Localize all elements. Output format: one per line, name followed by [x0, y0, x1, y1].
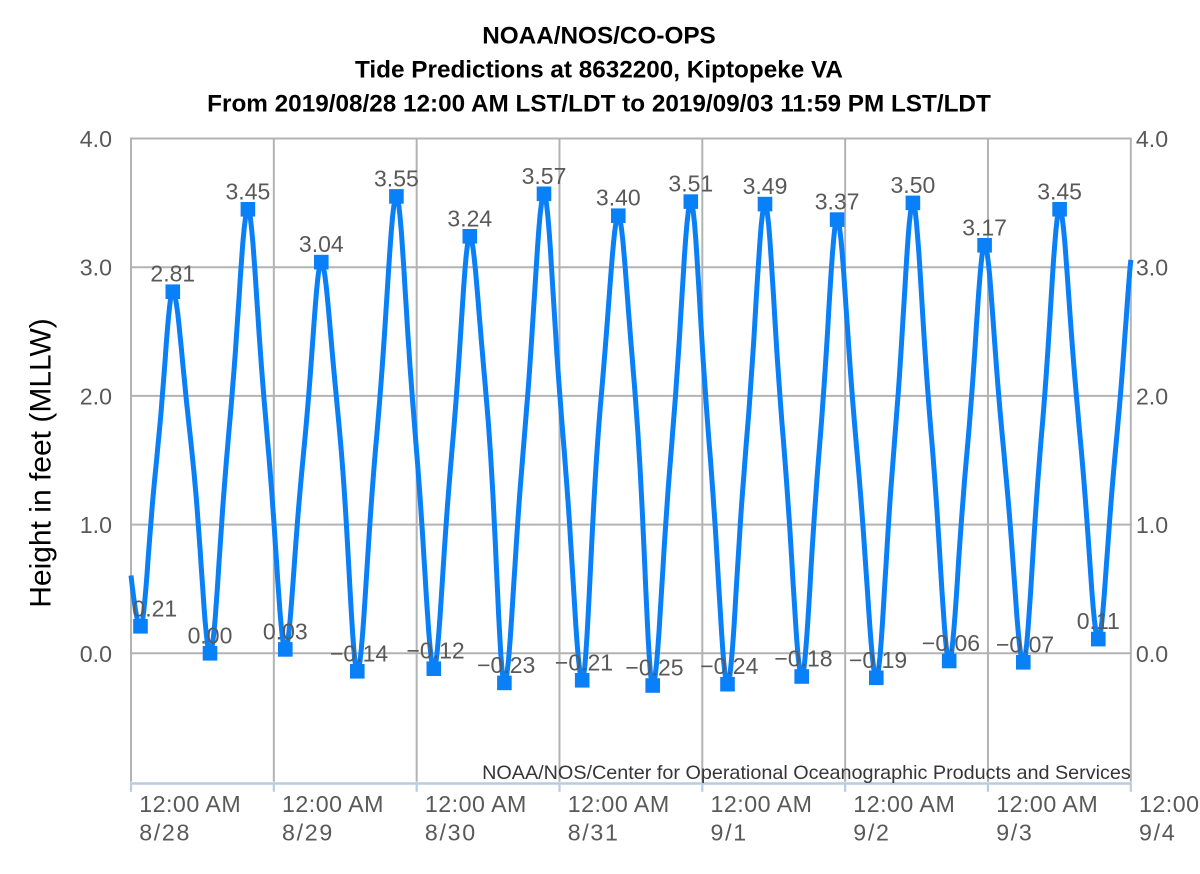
svg-text:−0.21: −0.21: [555, 649, 613, 675]
svg-text:12:00 AM: 12:00 AM: [711, 791, 813, 817]
svg-text:3.37: 3.37: [815, 189, 860, 215]
svg-text:0.0: 0.0: [1136, 641, 1168, 667]
svg-text:−0.07: −0.07: [996, 631, 1054, 657]
svg-text:3.57: 3.57: [522, 163, 567, 189]
svg-text:0.11: 0.11: [1077, 608, 1120, 634]
svg-text:0.00: 0.00: [188, 622, 233, 648]
svg-text:3.24: 3.24: [447, 205, 492, 231]
svg-text:−0.12: −0.12: [406, 638, 464, 664]
svg-text:−0.24: −0.24: [700, 653, 758, 679]
svg-text:8/30: 8/30: [425, 820, 477, 846]
svg-text:2.0: 2.0: [1136, 383, 1168, 409]
svg-text:NOAA/NOS/Center for Operationa: NOAA/NOS/Center for Operational Oceanogr…: [482, 762, 1131, 784]
svg-text:−0.06: −0.06: [922, 630, 980, 656]
svg-text:4.0: 4.0: [1136, 126, 1168, 152]
svg-text:12:00 AM: 12:00 AM: [1139, 791, 1200, 817]
svg-text:3.50: 3.50: [891, 172, 936, 198]
svg-text:−0.19: −0.19: [849, 647, 907, 673]
svg-text:12:00 AM: 12:00 AM: [996, 791, 1098, 817]
svg-text:2.81: 2.81: [150, 261, 195, 287]
svg-text:−0.23: −0.23: [477, 652, 535, 678]
svg-text:0.21: 0.21: [132, 595, 177, 621]
svg-text:4.0: 4.0: [80, 126, 112, 152]
svg-text:9/4: 9/4: [1139, 820, 1176, 846]
svg-text:3.17: 3.17: [962, 214, 1007, 240]
svg-text:3.49: 3.49: [743, 173, 788, 199]
svg-text:9/3: 9/3: [996, 820, 1033, 846]
svg-text:3.0: 3.0: [1136, 255, 1168, 281]
svg-text:NOAA/NOS/CO-OPS: NOAA/NOS/CO-OPS: [482, 23, 716, 50]
svg-text:3.55: 3.55: [374, 165, 419, 191]
svg-text:−0.25: −0.25: [625, 655, 683, 681]
svg-text:Height in feet (MLLW): Height in feet (MLLW): [25, 318, 58, 608]
svg-text:12:00 AM: 12:00 AM: [282, 791, 384, 817]
svg-text:0.03: 0.03: [263, 618, 308, 644]
svg-text:1.0: 1.0: [80, 512, 112, 538]
svg-text:3.45: 3.45: [1037, 178, 1082, 204]
svg-text:12:00 AM: 12:00 AM: [568, 791, 670, 817]
svg-text:8/28: 8/28: [139, 820, 191, 846]
svg-text:9/2: 9/2: [853, 820, 890, 846]
svg-text:−0.18: −0.18: [774, 646, 832, 672]
svg-text:Tide Predictions at 8632200, K: Tide Predictions at 8632200, Kiptopeke V…: [355, 57, 843, 84]
svg-text:12:00 AM: 12:00 AM: [425, 791, 527, 817]
svg-text:3.45: 3.45: [226, 178, 271, 204]
svg-text:0.0: 0.0: [80, 641, 112, 667]
svg-text:12:00 AM: 12:00 AM: [139, 791, 241, 817]
svg-text:1.0: 1.0: [1136, 512, 1168, 538]
svg-text:3.51: 3.51: [668, 171, 713, 197]
svg-text:12:00 AM: 12:00 AM: [853, 791, 955, 817]
svg-text:From 2019/08/28 12:00 AM LST/L: From 2019/08/28 12:00 AM LST/LDT to 2019…: [207, 91, 991, 118]
svg-text:8/31: 8/31: [568, 820, 620, 846]
svg-text:3.40: 3.40: [596, 185, 641, 211]
svg-text:9/1: 9/1: [711, 820, 748, 846]
svg-text:3.0: 3.0: [80, 255, 112, 281]
svg-text:8/29: 8/29: [282, 820, 334, 846]
svg-text:3.04: 3.04: [299, 231, 344, 257]
svg-text:−0.14: −0.14: [330, 640, 388, 666]
svg-text:2.0: 2.0: [80, 383, 112, 409]
